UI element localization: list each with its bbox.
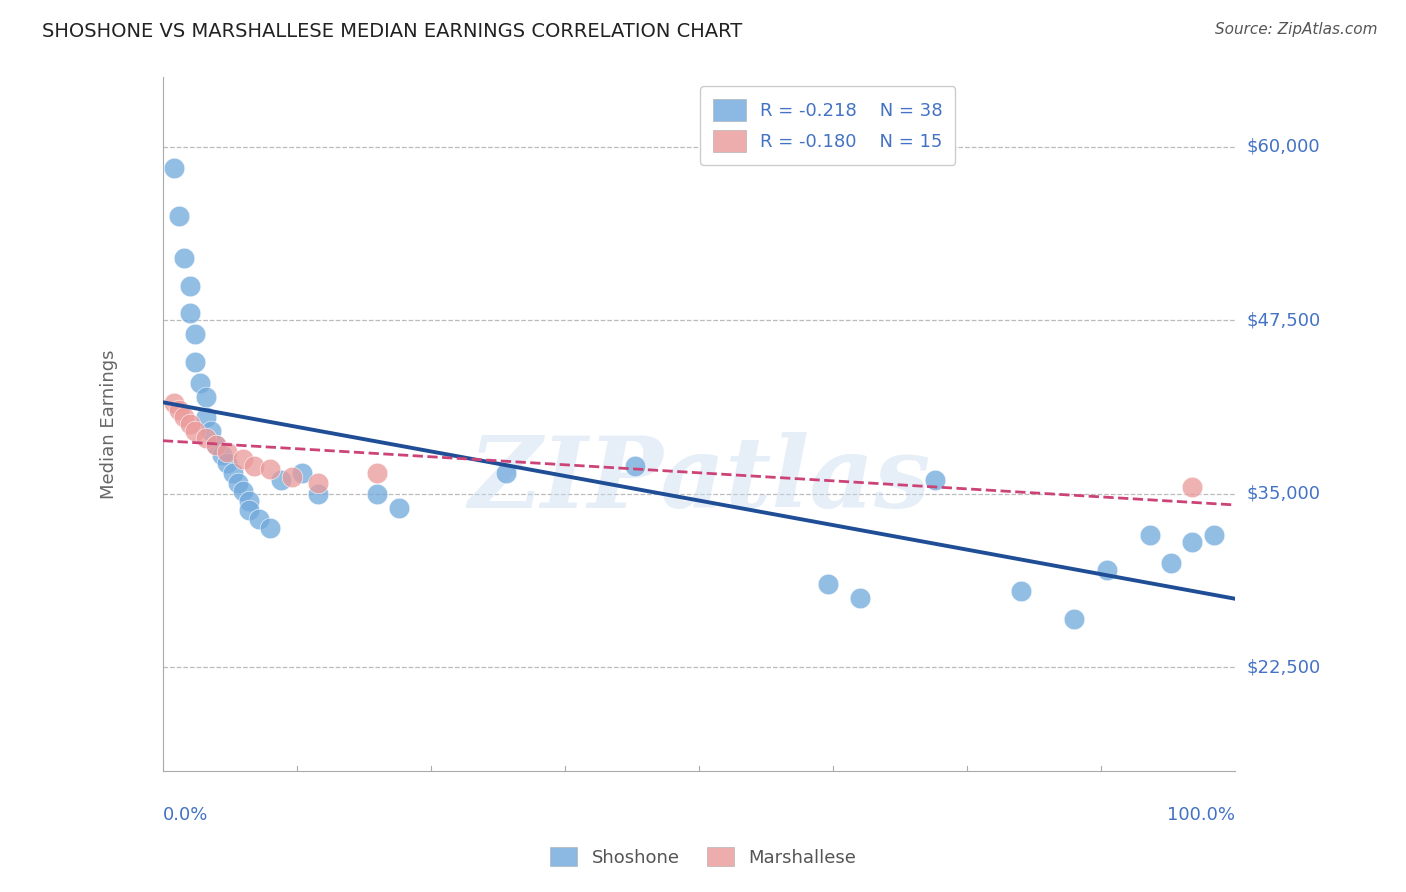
Point — [200, 424, 222, 438]
Point — [1202, 528, 1225, 542]
Point — [221, 466, 243, 480]
Text: Median Earnings: Median Earnings — [100, 350, 118, 499]
Point — [247, 511, 270, 525]
Point — [366, 486, 388, 500]
Point — [817, 577, 839, 591]
Legend: R = -0.218    N = 38, R = -0.180    N = 15: R = -0.218 N = 38, R = -0.180 N = 15 — [700, 87, 955, 165]
Text: $22,500: $22,500 — [1247, 658, 1320, 676]
Point — [184, 424, 207, 438]
Point — [232, 483, 254, 498]
Point — [1139, 528, 1161, 542]
Point — [194, 410, 217, 425]
Point — [205, 438, 228, 452]
Point — [388, 500, 411, 515]
Point — [167, 209, 190, 223]
Point — [849, 591, 872, 605]
Point — [366, 466, 388, 480]
Point — [211, 448, 233, 462]
Point — [924, 473, 946, 487]
Text: Source: ZipAtlas.com: Source: ZipAtlas.com — [1215, 22, 1378, 37]
Point — [238, 503, 260, 517]
Point — [190, 376, 212, 390]
Text: 0.0%: 0.0% — [163, 805, 208, 824]
Point — [1095, 563, 1118, 577]
Point — [259, 461, 281, 475]
Point — [1063, 611, 1085, 625]
Point — [184, 355, 207, 369]
Text: $47,500: $47,500 — [1247, 311, 1320, 329]
Legend: Shoshone, Marshallese: Shoshone, Marshallese — [543, 840, 863, 874]
Point — [291, 466, 314, 480]
Point — [184, 327, 207, 342]
Point — [495, 466, 517, 480]
Point — [179, 278, 201, 293]
Point — [194, 390, 217, 404]
Point — [623, 458, 645, 473]
Point — [238, 493, 260, 508]
Text: $60,000: $60,000 — [1247, 137, 1320, 156]
Point — [1010, 583, 1032, 598]
Point — [280, 470, 302, 484]
Point — [167, 403, 190, 417]
Point — [179, 306, 201, 320]
Point — [217, 456, 239, 470]
Text: SHOSHONE VS MARSHALLESE MEDIAN EARNINGS CORRELATION CHART: SHOSHONE VS MARSHALLESE MEDIAN EARNINGS … — [42, 22, 742, 41]
Point — [259, 521, 281, 535]
Point — [226, 475, 249, 490]
Point — [205, 438, 228, 452]
Point — [179, 417, 201, 432]
Point — [217, 445, 239, 459]
Point — [307, 475, 329, 490]
Point — [173, 251, 195, 265]
Point — [173, 410, 195, 425]
Point — [1160, 556, 1182, 570]
Text: 100.0%: 100.0% — [1167, 805, 1236, 824]
Point — [1181, 535, 1204, 549]
Point — [1181, 480, 1204, 494]
Point — [307, 486, 329, 500]
Point — [243, 458, 266, 473]
Point — [162, 396, 184, 410]
Text: ZIPatlas: ZIPatlas — [468, 432, 931, 528]
Point — [270, 473, 292, 487]
Point — [162, 161, 184, 175]
Point — [232, 452, 254, 467]
Point — [194, 431, 217, 445]
Text: $35,000: $35,000 — [1247, 484, 1320, 503]
